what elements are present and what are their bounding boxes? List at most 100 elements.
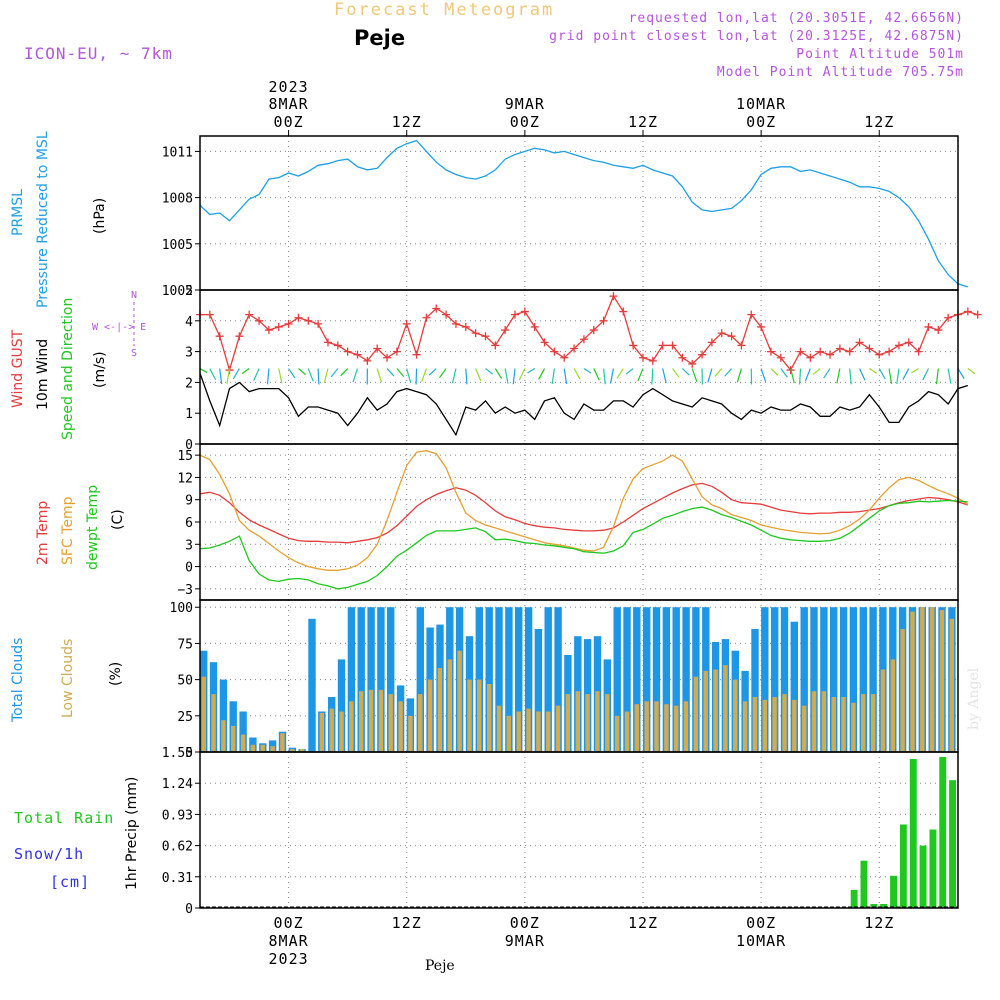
low-cloud-bar <box>231 725 236 752</box>
low-cloud-bar <box>605 694 610 752</box>
top-hour-label: 12Z <box>628 113 658 131</box>
wind-direction-arrow <box>878 368 886 380</box>
wind-direction-arrow <box>527 368 536 374</box>
gust-marker <box>314 319 323 328</box>
low-cloud-bar <box>851 702 856 752</box>
wind-direction-arrow <box>869 368 877 374</box>
bottom-date-label: 10MAR <box>736 932 786 950</box>
low-cloud-bar <box>506 715 511 752</box>
low-cloud-bar <box>772 697 777 752</box>
compass-n: N <box>131 290 137 301</box>
total-cloud-bar <box>859 607 867 752</box>
wind-line <box>199 372 968 437</box>
y-tick-label: 1 <box>185 407 193 422</box>
panel-frame <box>199 289 959 445</box>
total-cloud-bar <box>652 607 661 752</box>
gust-marker <box>442 310 451 319</box>
y-tick-label: 12 <box>177 471 193 486</box>
y-tick-label: 1008 <box>162 192 193 207</box>
low-cloud-bar <box>526 708 531 752</box>
wind-direction-arrow <box>317 368 320 385</box>
low-cloud-bar <box>536 711 541 752</box>
gust-marker <box>205 310 214 319</box>
gust-marker <box>363 356 372 365</box>
gust-marker <box>806 353 815 362</box>
wind-direction-arrow <box>799 368 802 385</box>
model-label: ICON-EU, ~ 7km <box>24 44 173 63</box>
gust-marker <box>648 356 657 365</box>
gust-marker <box>924 322 933 331</box>
low-cloud-bar <box>299 749 305 752</box>
total-cloud-bar <box>771 607 779 752</box>
gust-marker <box>255 316 264 325</box>
bottom-hour-label: 12Z <box>392 914 422 932</box>
gust-marker <box>343 347 352 356</box>
low-cloud-bar <box>802 705 807 752</box>
gust-marker <box>294 313 303 322</box>
bottom-date-label: 8MAR <box>269 932 309 950</box>
y-tick-label: 15 <box>177 449 193 464</box>
low-cloud-bar <box>516 711 521 752</box>
wind-direction-arrow <box>209 368 217 381</box>
bottom-year-label: 2023 <box>269 950 309 968</box>
gust-marker <box>698 350 707 359</box>
gridpoint-lonlat: grid point closest lon,lat (20.3125E, 42… <box>549 29 964 44</box>
gust-marker <box>707 338 716 347</box>
top-hour-label: 12Z <box>392 113 422 131</box>
clouds-low-label: Low Clouds <box>60 639 76 718</box>
precip-bar <box>949 780 956 908</box>
y-tick-label: 0 <box>185 746 193 761</box>
low-cloud-bar <box>733 679 738 752</box>
low-cloud-bar <box>900 629 905 752</box>
y-tick-label: 0 <box>185 561 193 576</box>
y-tick-label: 75 <box>177 637 193 652</box>
low-cloud-bar <box>418 694 423 752</box>
bottom-date-label: 9MAR <box>505 932 545 950</box>
y-tick-label: 1.24 <box>162 777 193 792</box>
compass-we: W <-|-> E <box>92 322 146 333</box>
gust-marker <box>855 338 864 347</box>
gust-marker <box>796 347 805 356</box>
gust-marker <box>845 347 854 356</box>
wind-direction-arrow <box>485 368 493 375</box>
wind-direction-arrow <box>253 368 260 381</box>
wind-direction-arrow <box>888 368 893 384</box>
wind-direction-arrow <box>323 368 329 383</box>
model-altitude: Model Point Altitude 705.75m <box>716 65 964 80</box>
gust-marker <box>520 307 529 316</box>
total-cloud-bar <box>524 607 533 752</box>
precip-bar <box>899 824 907 908</box>
gust-marker <box>944 313 953 322</box>
y-tick-label: 9 <box>185 494 193 509</box>
gust-marker <box>540 338 549 347</box>
panel-frame <box>199 751 959 909</box>
precip-bar <box>880 904 888 908</box>
wind-direction-arrow <box>707 368 713 383</box>
gust-marker <box>963 307 972 316</box>
gust-marker <box>816 347 825 356</box>
wind-direction-arrow <box>804 368 811 382</box>
gust-marker <box>826 350 835 359</box>
compass-s: S <box>131 348 137 359</box>
total-cloud-bar <box>495 607 503 752</box>
low-cloud-bar <box>713 669 718 752</box>
bottom-hour-label: 12Z <box>628 914 658 932</box>
wind-direction-arrow <box>859 368 866 381</box>
wind-direction-arrow <box>551 368 555 385</box>
rain-snow-label: Snow/1h <box>14 845 85 863</box>
gust-marker <box>432 304 441 313</box>
low-cloud-bar <box>339 711 344 752</box>
gust-marker <box>934 326 943 335</box>
precip-bar <box>890 875 897 908</box>
wind-direction-arrow <box>603 368 606 385</box>
y-tick-label: 0.62 <box>162 840 193 855</box>
wind-direction-arrow <box>902 368 910 380</box>
precip-bar <box>919 845 927 908</box>
y-tick-label: 50 <box>177 674 193 689</box>
low-cloud-bar <box>555 705 561 752</box>
gust-marker <box>737 341 746 350</box>
low-cloud-bar <box>634 704 639 752</box>
wind-direction-arrow <box>662 368 667 384</box>
low-cloud-bar <box>211 694 216 752</box>
top-hour-label: 00Z <box>274 113 304 131</box>
